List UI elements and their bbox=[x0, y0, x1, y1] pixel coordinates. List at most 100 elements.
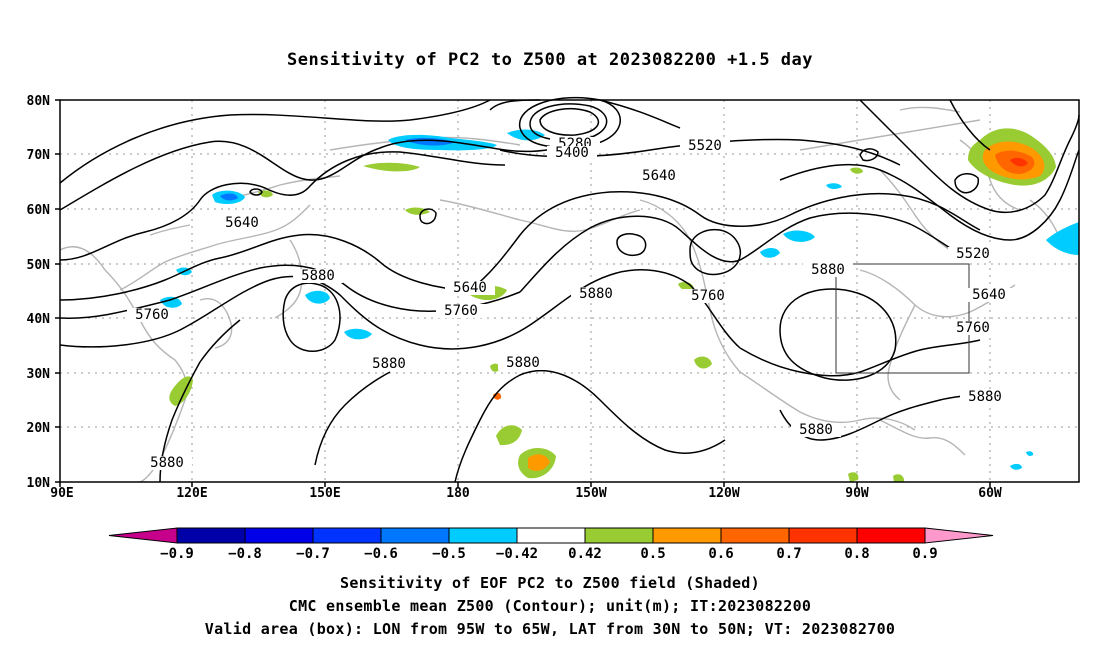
patch-positive bbox=[1010, 157, 1028, 167]
lon-label-60w: 60W bbox=[978, 486, 1002, 501]
longitude-labels: 90E 120E 150E 180 150W 120W 90W 60W bbox=[50, 486, 1002, 501]
svg-text:5760: 5760 bbox=[444, 303, 478, 319]
caption-contour: CMC ensemble mean Z500 (Contour); unit(m… bbox=[288, 597, 812, 615]
map-title: Sensitivity of PC2 to Z500 at 2023082200… bbox=[286, 50, 813, 70]
svg-text:5640: 5640 bbox=[225, 215, 259, 231]
patch-negative bbox=[826, 183, 842, 190]
lat-label-30n: 30N bbox=[27, 367, 51, 382]
contour-label: 5640 bbox=[445, 280, 495, 296]
contour-label: 5640 bbox=[217, 215, 267, 231]
latitude-labels: 80N 70N 60N 50N 40N 30N 20N 10N bbox=[27, 94, 51, 491]
colorbar-tick-label: −0.9 bbox=[160, 546, 194, 562]
colorbar-segment bbox=[652, 527, 722, 544]
svg-text:5880: 5880 bbox=[506, 355, 540, 371]
patch-positive bbox=[363, 162, 420, 172]
colorbar-segment bbox=[448, 527, 518, 544]
lat-label-20n: 20N bbox=[27, 421, 51, 436]
colorbar-tick-label: 0.42 bbox=[568, 546, 602, 562]
patch-positive bbox=[678, 281, 694, 291]
svg-text:5520: 5520 bbox=[956, 246, 990, 262]
caption-valid-area: Valid area (box): LON from 95W to 65W, L… bbox=[204, 620, 896, 638]
axis-ticks bbox=[55, 99, 991, 487]
colorbar-segment bbox=[176, 527, 246, 544]
contour-label: 5760 bbox=[436, 303, 486, 319]
contour-label: 5880 bbox=[364, 356, 414, 372]
contour-label: 5880 bbox=[293, 268, 343, 284]
z500-contours bbox=[59, 96, 1080, 483]
patch-positive bbox=[850, 167, 863, 174]
svg-text:5880: 5880 bbox=[579, 286, 613, 302]
contour-label: 5880 bbox=[791, 422, 841, 438]
svg-text:5640: 5640 bbox=[972, 287, 1006, 303]
contour-label: 5760 bbox=[683, 288, 733, 304]
map-frame bbox=[59, 99, 1080, 483]
contour-label: 52805880 bbox=[142, 455, 192, 471]
colorbar-segment bbox=[720, 527, 790, 544]
colorbar-segment bbox=[244, 527, 314, 544]
patch-negative bbox=[507, 129, 545, 141]
lon-label-90w: 90W bbox=[845, 486, 869, 501]
contour-label: 5520 bbox=[948, 246, 998, 262]
patch-positive bbox=[893, 474, 905, 482]
lat-label-60n: 60N bbox=[27, 203, 51, 218]
svg-text:5880: 5880 bbox=[301, 268, 335, 284]
patch-negative bbox=[1046, 222, 1079, 255]
contour-label: 5520 bbox=[680, 138, 730, 154]
colorbar-segment bbox=[584, 527, 654, 544]
svg-text:5880: 5880 bbox=[799, 422, 833, 438]
patch-positive bbox=[848, 472, 859, 482]
colorbar-tick-label: −0.5 bbox=[432, 546, 466, 562]
svg-text:5760: 5760 bbox=[691, 288, 725, 304]
contour-label: 5880 bbox=[803, 262, 853, 278]
svg-text:5760: 5760 bbox=[956, 320, 990, 336]
contour-label: 5880 bbox=[571, 286, 621, 302]
lon-label-120e: 120E bbox=[176, 486, 207, 501]
svg-text:5880: 5880 bbox=[811, 262, 845, 278]
colorbar-tick-label: −0.8 bbox=[228, 546, 262, 562]
colorbar-tick-label: 0.7 bbox=[776, 546, 801, 562]
patch-positive bbox=[490, 363, 500, 372]
svg-text:5400: 5400 bbox=[555, 145, 589, 161]
colorbar-segment bbox=[516, 527, 586, 544]
colorbar-tick-label: 0.5 bbox=[640, 546, 665, 562]
contour-label: 5640 bbox=[634, 168, 684, 184]
colorbar-upper-triangle bbox=[924, 527, 994, 544]
colorbar-segment bbox=[380, 527, 450, 544]
patch-negative bbox=[783, 230, 815, 242]
patch-positive bbox=[694, 356, 712, 369]
contour-label: 5880 bbox=[960, 389, 1010, 405]
lat-label-70n: 70N bbox=[27, 148, 51, 163]
patch-negative bbox=[344, 328, 372, 340]
contour-labels: 5280 5400 5520 5640 5640 5880 5640 5760 … bbox=[127, 136, 1014, 471]
patch-negative bbox=[1026, 451, 1034, 456]
colorbar-tick-label: −0.42 bbox=[496, 546, 538, 562]
patch-negative bbox=[760, 247, 780, 258]
svg-text:5640: 5640 bbox=[453, 280, 487, 296]
colorbar bbox=[108, 527, 994, 544]
colorbar-lower-triangle bbox=[108, 527, 178, 544]
patch-negative bbox=[1010, 463, 1022, 470]
svg-text:5880: 5880 bbox=[150, 455, 184, 471]
svg-text:5640: 5640 bbox=[642, 168, 676, 184]
colorbar-tick-label: −0.6 bbox=[364, 546, 398, 562]
patch-positive bbox=[528, 454, 550, 471]
svg-text:5760: 5760 bbox=[135, 307, 169, 323]
coastlines bbox=[59, 106, 1061, 483]
patch-positive bbox=[496, 425, 522, 446]
colorbar-tick-label: 0.9 bbox=[912, 546, 937, 562]
caption-shading: Sensitivity of EOF PC2 to Z500 field (Sh… bbox=[340, 574, 760, 592]
lon-label-150w: 150W bbox=[575, 486, 606, 501]
valid-area-box bbox=[835, 263, 970, 374]
colorbar-tick-label: 0.6 bbox=[708, 546, 733, 562]
lat-label-10n: 10N bbox=[27, 476, 51, 491]
colorbar-segment bbox=[856, 527, 926, 544]
patch-negative bbox=[305, 290, 330, 304]
svg-text:5880: 5880 bbox=[372, 356, 406, 372]
lat-label-80n: 80N bbox=[27, 94, 51, 109]
colorbar-segment bbox=[312, 527, 382, 544]
contour-label: 5640 bbox=[964, 287, 1014, 303]
contour-label: 5760 bbox=[127, 307, 177, 323]
patch-positive bbox=[169, 376, 193, 406]
svg-text:5880: 5880 bbox=[968, 389, 1002, 405]
